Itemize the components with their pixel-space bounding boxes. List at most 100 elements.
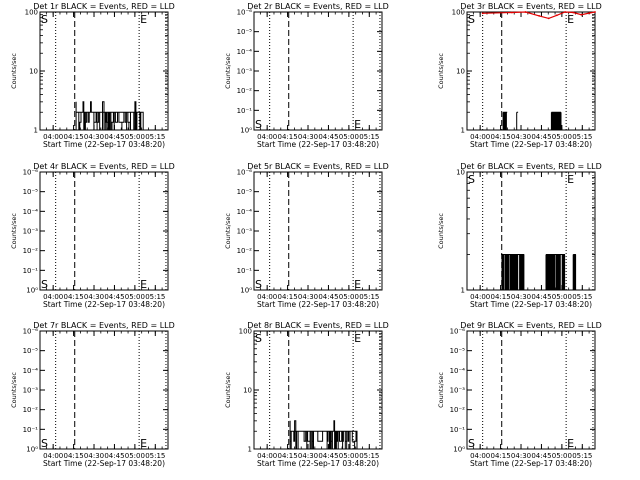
panel-det-6: Det 6r BLACK = Events, RED = LLD 1 10 04:00… <box>437 162 602 309</box>
plot-frame <box>253 11 383 131</box>
y-axis-label: Counts/sec <box>224 213 232 249</box>
lld-point <box>481 12 484 15</box>
y-axis-label: Counts/sec <box>437 372 445 408</box>
y-tick-label: 10⁻⁵ <box>237 188 253 196</box>
x-tick-label: 04:00 <box>257 133 277 141</box>
lld-point <box>511 11 513 14</box>
y-axis-label: Counts/sec <box>437 213 445 249</box>
y-tick-label: 10⁻¹ <box>450 426 466 434</box>
y-tick-label: 10 <box>456 169 465 177</box>
y-tick-label: 10⁻⁶ <box>23 328 39 336</box>
x-tick-label: 05:00 <box>339 133 359 141</box>
x-tick-label: 04:30 <box>511 293 531 301</box>
plot-frame <box>466 171 596 291</box>
panel-det-1: Det 1r BLACK = Events, RED = LLD 1 10 100 04… <box>10 2 175 149</box>
x-axis-label: Start Time (22-Sep-17 03:48:20) <box>470 459 592 468</box>
end-marker: E <box>354 278 361 291</box>
end-marker: E <box>567 13 574 26</box>
panel-det-5: Det 5r BLACK = Events, RED = LLD 10⁰ 10⁻¹ 1… <box>224 162 389 309</box>
panel-det-2: Det 2r BLACK = Events, RED = LLD 10⁰ 10⁻¹ 1… <box>224 2 389 149</box>
y-tick-label: 10⁻⁴ <box>23 208 39 216</box>
x-axis-label: Start Time (22-Sep-17 03:48:20) <box>257 459 379 468</box>
y-axis-label: Counts/sec <box>10 53 18 89</box>
plot-frame <box>466 11 596 131</box>
y-tick-label: 10⁻⁵ <box>450 347 466 355</box>
x-tick-label: 05:15 <box>145 452 165 460</box>
x-axis-label: Start Time (22-Sep-17 03:48:20) <box>257 300 379 309</box>
y-tick-label: 10⁻² <box>450 406 466 414</box>
x-tick-label: 04:30 <box>298 452 318 460</box>
x-tick-label: 04:45 <box>531 452 551 460</box>
start-marker: S <box>255 332 262 345</box>
x-tick-label: 04:15 <box>277 293 297 301</box>
x-tick-label: 04:45 <box>318 293 338 301</box>
events-trace <box>501 254 577 290</box>
end-marker: E <box>567 173 574 186</box>
y-tick-label: 10⁻¹ <box>237 267 253 275</box>
lld-point <box>555 14 558 17</box>
lld-point <box>538 14 541 17</box>
events-trace <box>289 420 358 449</box>
y-tick-label: 100 <box>239 328 252 336</box>
plot-frame <box>39 171 169 291</box>
y-tick-label: 10⁻³ <box>23 387 39 395</box>
y-tick-label: 10⁻⁴ <box>450 367 466 375</box>
y-tick-label: 10⁻³ <box>237 68 253 76</box>
panel-title: Det 1r BLACK = Events, RED = LLD <box>33 2 175 11</box>
x-tick-label: 05:15 <box>572 452 592 460</box>
panel-det-7: Det 7r BLACK = Events, RED = LLD 10⁰ 10⁻¹ 1… <box>10 321 175 468</box>
start-marker: S <box>468 13 475 26</box>
events-trace <box>502 111 562 130</box>
x-tick-label: 04:15 <box>63 452 83 460</box>
x-tick-label: 04:30 <box>84 133 104 141</box>
y-tick-label: 10⁻⁴ <box>23 367 39 375</box>
x-tick-label: 04:45 <box>318 452 338 460</box>
x-tick-label: 05:00 <box>125 452 145 460</box>
lld-point <box>572 11 575 14</box>
y-tick-label: 10⁻⁵ <box>23 188 39 196</box>
y-axis-label: Counts/sec <box>10 372 18 408</box>
y-tick-label: 10 <box>29 68 38 76</box>
y-tick-label: 10⁻³ <box>237 228 253 236</box>
y-axis-label: Counts/sec <box>437 53 445 89</box>
end-marker: E <box>140 13 147 26</box>
start-marker: S <box>468 437 475 450</box>
x-tick-label: 04:30 <box>84 293 104 301</box>
y-tick-label: 10⁻⁴ <box>237 208 253 216</box>
x-tick-label: 04:45 <box>531 293 551 301</box>
panel-title: Det 4r BLACK = Events, RED = LLD <box>33 162 175 171</box>
x-tick-label: 04:00 <box>470 452 490 460</box>
y-tick-label: 10 <box>243 387 252 395</box>
y-tick-label: 1 <box>248 446 252 454</box>
panel-title: Det 9r BLACK = Events, RED = LLD <box>460 321 602 330</box>
panel-det-4: Det 4r BLACK = Events, RED = LLD 10⁰ 10⁻¹ 1… <box>10 162 175 309</box>
x-tick-label: 05:00 <box>552 293 572 301</box>
x-tick-label: 05:00 <box>552 452 572 460</box>
y-tick-label: 1 <box>34 127 38 135</box>
x-tick-label: 05:00 <box>339 293 359 301</box>
x-tick-label: 04:15 <box>490 293 510 301</box>
y-tick-label: 10⁻⁶ <box>237 9 253 17</box>
y-tick-label: 10⁻² <box>23 247 39 255</box>
x-tick-label: 04:00 <box>43 452 63 460</box>
x-tick-label: 04:00 <box>43 133 63 141</box>
panel-title: Det 3r BLACK = Events, RED = LLD <box>460 2 602 11</box>
x-axis-label: Start Time (22-Sep-17 03:48:20) <box>43 300 165 309</box>
x-tick-label: 04:45 <box>104 293 124 301</box>
y-tick-label: 10⁰ <box>240 287 252 295</box>
panel-det-8: Det 8r BLACK = Events, RED = LLD 1 10 100 04… <box>224 321 389 468</box>
x-tick-label: 04:00 <box>43 293 63 301</box>
y-tick-label: 10⁻³ <box>23 228 39 236</box>
x-tick-label: 05:00 <box>125 133 145 141</box>
plot-frame <box>466 330 596 450</box>
x-tick-label: 05:15 <box>145 293 165 301</box>
x-tick-label: 04:15 <box>63 133 83 141</box>
y-tick-label: 10⁻⁵ <box>237 28 253 36</box>
x-tick-label: 04:30 <box>298 133 318 141</box>
y-tick-label: 10⁻¹ <box>23 426 39 434</box>
x-tick-label: 04:30 <box>84 452 104 460</box>
end-marker: E <box>567 437 574 450</box>
y-tick-label: 10⁻² <box>237 87 253 95</box>
y-axis-label: Counts/sec <box>10 213 18 249</box>
x-tick-label: 04:15 <box>63 293 83 301</box>
